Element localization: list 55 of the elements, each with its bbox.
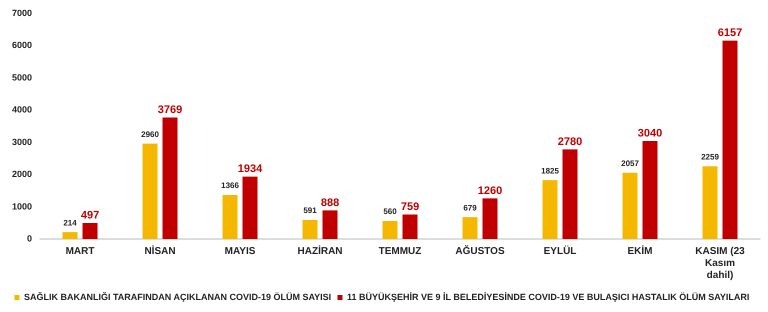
data-label: 497: [80, 210, 100, 222]
data-label: 1366: [221, 181, 240, 190]
data-label: 214: [63, 218, 78, 228]
bar: [302, 220, 318, 239]
bar: [162, 118, 178, 239]
y-tick-label: 0: [27, 233, 32, 244]
data-label: 6157: [718, 27, 742, 40]
data-label: 1934: [238, 163, 264, 176]
data-label: 1260: [478, 184, 502, 197]
bar: [482, 198, 498, 239]
bar: [62, 232, 78, 239]
bar: [622, 172, 638, 239]
x-tick-label: HAZİRAN: [298, 244, 343, 257]
y-tick-label: 5000: [12, 72, 32, 82]
bar: [82, 222, 98, 239]
bar: [242, 176, 258, 239]
data-label: 2960: [141, 130, 160, 139]
x-tick-label: AĞUSTOS: [455, 244, 505, 257]
bar: [222, 194, 238, 239]
data-label: 759: [400, 201, 420, 214]
data-label: 2057: [621, 158, 640, 168]
x-tick-label: KASIM (23 Kasım dahil): [695, 246, 746, 281]
bar: [142, 144, 158, 239]
bar: [722, 40, 738, 239]
x-tick-label: MART: [66, 246, 94, 257]
x-tick-label: MAYIS: [224, 246, 256, 257]
bar: [322, 210, 338, 239]
bar: [462, 217, 478, 239]
y-tick-label: 4000: [12, 104, 32, 115]
data-label: 888: [320, 196, 340, 209]
x-tick-label: EYLÜL: [544, 244, 576, 257]
data-label: 679: [463, 203, 478, 212]
x-tick-label: TEMMUZ: [378, 246, 422, 257]
y-tick-label: 7000: [12, 8, 32, 18]
data-label: 1825: [541, 166, 560, 176]
data-label: 2780: [558, 136, 582, 148]
data-label: 560: [383, 207, 398, 216]
data-label: 2259: [701, 152, 720, 162]
legend-label: 11 BÜYÜKŞEHİR VE 9 İL BELEDİYESİNDE COVID-19 VE BULAŞICI HASTALIK ÖLÜM SAYILARI: [346, 292, 750, 302]
y-tick-label: 2000: [12, 169, 32, 180]
bar: [542, 180, 558, 239]
y-tick-label: 6000: [12, 40, 32, 50]
x-tick-label: EKİM: [628, 244, 653, 257]
data-label: 3769: [158, 104, 182, 116]
bar: [562, 149, 578, 239]
bar: [402, 214, 418, 239]
data-label: 591: [303, 206, 318, 216]
bar: [642, 141, 658, 239]
x-tick-label: NİSAN: [144, 244, 176, 257]
y-tick-label: 1000: [12, 201, 32, 212]
data-label: 3040: [638, 128, 662, 140]
bar: [702, 166, 718, 239]
y-tick-label: 3000: [12, 136, 32, 147]
bar: [382, 220, 398, 239]
legend-label: SAĞLIK BAKANLIĞI TARAFINDAN AÇIKLANAN COVID-19 ÖLÜM SAYISI: [24, 292, 332, 302]
